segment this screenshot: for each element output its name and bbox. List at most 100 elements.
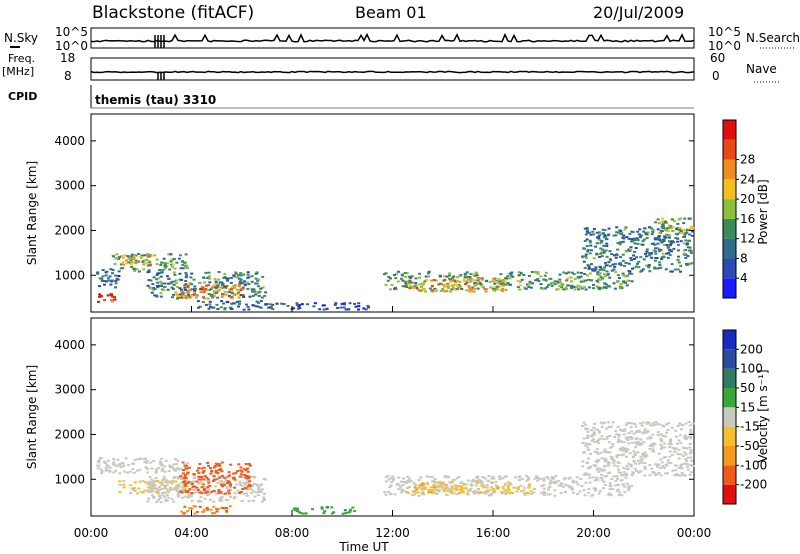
- data-cell: [158, 494, 162, 497]
- data-cell: [236, 274, 240, 277]
- data-cell: [622, 453, 626, 456]
- data-cell: [238, 492, 242, 494]
- data-cell: [625, 236, 629, 238]
- data-cell: [596, 440, 599, 443]
- data-cell: [688, 424, 692, 427]
- data-cell: [220, 295, 224, 298]
- data-cell: [584, 444, 588, 447]
- data-cell: [584, 255, 588, 258]
- data-cell: [622, 441, 626, 444]
- data-cell: [258, 290, 262, 293]
- data-cell: [180, 288, 183, 291]
- data-cell: [622, 449, 626, 452]
- data-cell: [457, 488, 461, 491]
- data-cell: [152, 496, 156, 499]
- data-cell: [659, 443, 663, 446]
- data-cell: [163, 465, 167, 468]
- data-cell: [616, 454, 620, 457]
- data-cell: [664, 236, 668, 239]
- data-cell: [244, 487, 248, 490]
- data-cell: [248, 488, 252, 490]
- data-cell: [588, 476, 592, 479]
- data-cell: [165, 499, 169, 502]
- colorbar-segment: [723, 179, 736, 200]
- data-cell: [390, 283, 394, 286]
- data-cell: [143, 461, 147, 463]
- data-cell: [666, 246, 670, 249]
- data-cell: [458, 275, 462, 278]
- data-cell: [632, 254, 636, 257]
- data-cell: [601, 487, 605, 490]
- data-cell: [608, 492, 612, 495]
- data-cell: [346, 308, 350, 311]
- data-cell: [262, 499, 266, 501]
- data-cell: [172, 463, 176, 466]
- data-cell: [434, 481, 438, 484]
- data-cell: [633, 452, 637, 455]
- data-cell: [607, 261, 611, 264]
- data-cell: [455, 276, 459, 279]
- data-cell: [600, 476, 604, 479]
- data-cell: [594, 266, 598, 269]
- data-cell: [533, 270, 537, 273]
- data-cell: [675, 442, 679, 445]
- data-cell: [348, 508, 352, 511]
- data-cell: [582, 421, 586, 424]
- data-cell: [573, 288, 577, 291]
- data-cell: [249, 485, 253, 488]
- data-cell: [667, 224, 671, 227]
- data-cell: [174, 480, 178, 483]
- data-cell: [211, 512, 215, 515]
- data-cell: [620, 286, 624, 288]
- data-cell: [181, 496, 185, 499]
- data-cell: [601, 232, 605, 235]
- data-cell: [208, 288, 212, 291]
- data-cell: [190, 283, 194, 286]
- data-cell: [530, 492, 534, 495]
- data-cell: [456, 284, 460, 287]
- station-title: Blackstone (fitACF): [92, 3, 254, 23]
- data-cell: [596, 273, 600, 276]
- data-cell: [625, 274, 629, 277]
- data-cell: [671, 446, 675, 449]
- data-cell: [131, 468, 135, 471]
- data-cell: [593, 489, 597, 492]
- data-cell: [641, 432, 645, 435]
- data-cell: [590, 429, 593, 432]
- data-cell: [399, 277, 403, 280]
- data-cell: [623, 228, 627, 231]
- data-cell: [97, 460, 100, 463]
- data-cell: [434, 279, 438, 282]
- data-cell: [689, 249, 693, 252]
- data-cell: [420, 286, 423, 288]
- data-cell: [98, 285, 101, 288]
- data-cell: [575, 286, 579, 289]
- data-cell: [586, 461, 589, 464]
- data-cell: [258, 484, 262, 487]
- data-cell: [130, 266, 134, 268]
- data-cell: [206, 480, 210, 483]
- data-cell: [114, 286, 117, 289]
- data-cell: [208, 300, 212, 303]
- data-cell: [499, 282, 503, 285]
- data-cell: [213, 465, 217, 468]
- data-cell: [206, 276, 210, 279]
- data-cell: [682, 242, 686, 245]
- data-cell: [517, 274, 521, 276]
- data-cell: [543, 274, 547, 277]
- data-cell: [451, 286, 455, 289]
- data-cell: [238, 284, 241, 287]
- data-cell: [641, 268, 645, 271]
- data-cell: [565, 484, 569, 487]
- data-cell: [622, 483, 626, 486]
- data-cell: [434, 484, 438, 487]
- data-cell: [117, 270, 121, 273]
- colorbar-tick-label: -50: [740, 439, 760, 453]
- data-cell: [652, 471, 656, 474]
- data-cell: [185, 264, 189, 267]
- data-cell: [635, 256, 639, 259]
- data-cell: [321, 304, 325, 307]
- data-cell: [176, 487, 180, 490]
- data-cell: [205, 476, 209, 479]
- data-cell: [147, 497, 151, 500]
